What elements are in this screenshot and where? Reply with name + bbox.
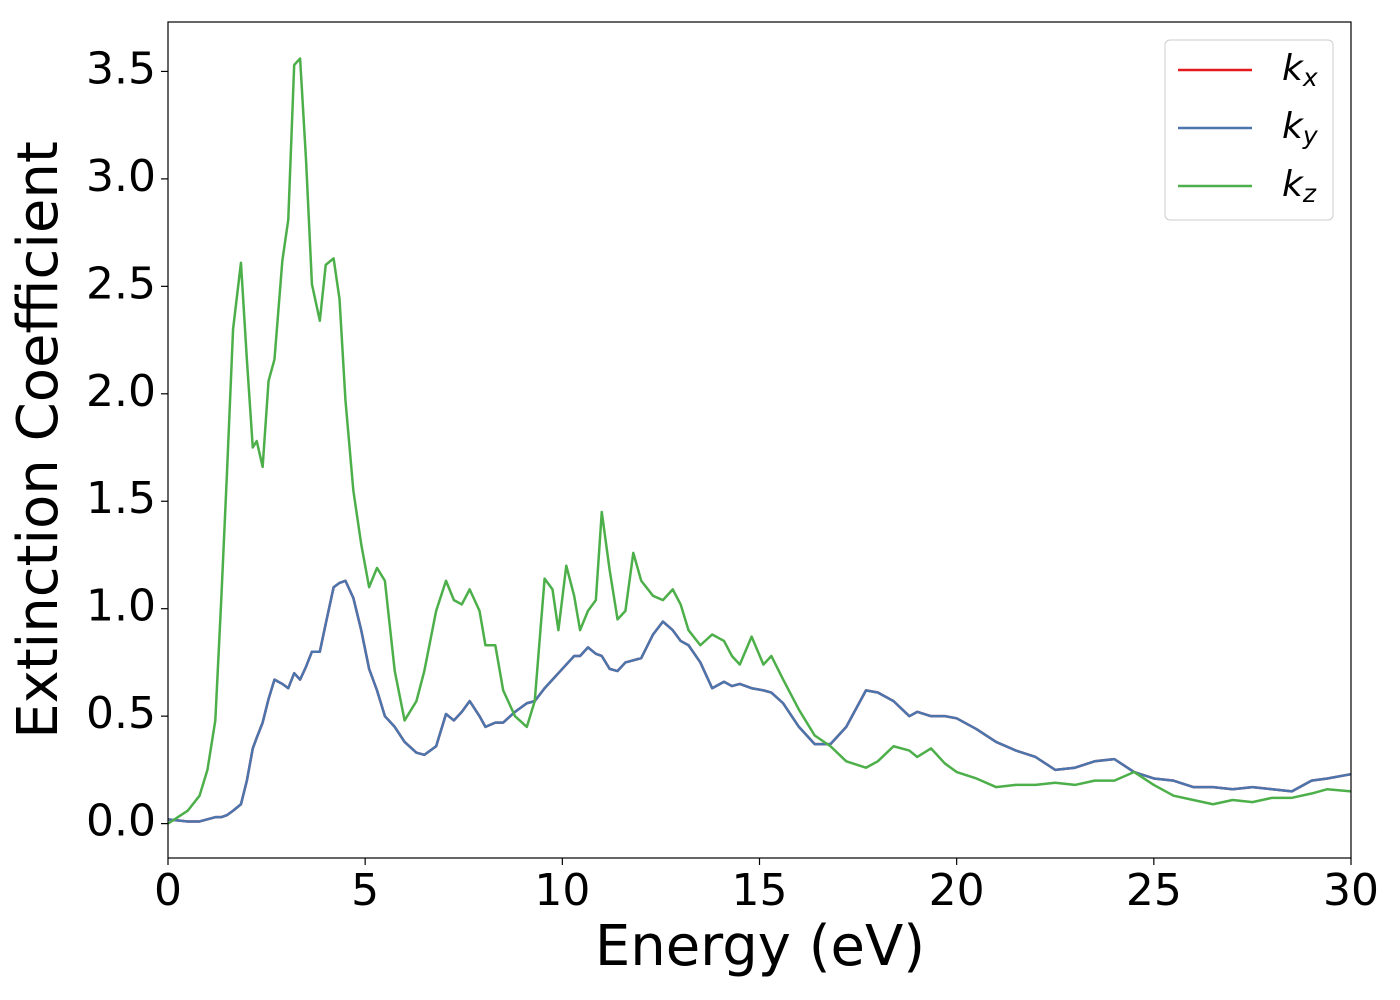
x-tick-label: 30 (1323, 865, 1379, 916)
legend-label: kz (1282, 164, 1317, 208)
y-tick-label: 3.0 (86, 151, 156, 202)
y-tick-label: 0.5 (86, 688, 156, 739)
y-axis-label: Extinction Coefficient (6, 141, 71, 739)
series-line (167, 579, 1352, 823)
x-tick-label: 25 (1126, 865, 1182, 916)
series-line (167, 57, 1352, 825)
y-tick-label: 3.5 (86, 43, 156, 94)
legend-box (1164, 39, 1334, 221)
y-tick-label: 2.0 (86, 366, 156, 417)
legend-label: kx (1282, 48, 1318, 92)
x-tick-label: 10 (534, 865, 590, 916)
y-tick-label: 0.0 (86, 796, 156, 847)
y-tick-label: 1.0 (86, 581, 156, 632)
legend: kx ky kz (1164, 39, 1334, 221)
y-tick-label: 2.5 (86, 258, 156, 309)
x-tick-label: 0 (154, 865, 182, 916)
x-tick-label: 20 (929, 865, 985, 916)
legend-label: ky (1282, 106, 1319, 150)
plot-frame (167, 21, 1352, 859)
x-axis-label: Energy (eV) (595, 914, 925, 979)
series-line (167, 579, 1352, 823)
x-tick-label: 5 (351, 865, 379, 916)
x-tick-label: 15 (732, 865, 788, 916)
y-tick-label: 1.5 (86, 473, 156, 524)
